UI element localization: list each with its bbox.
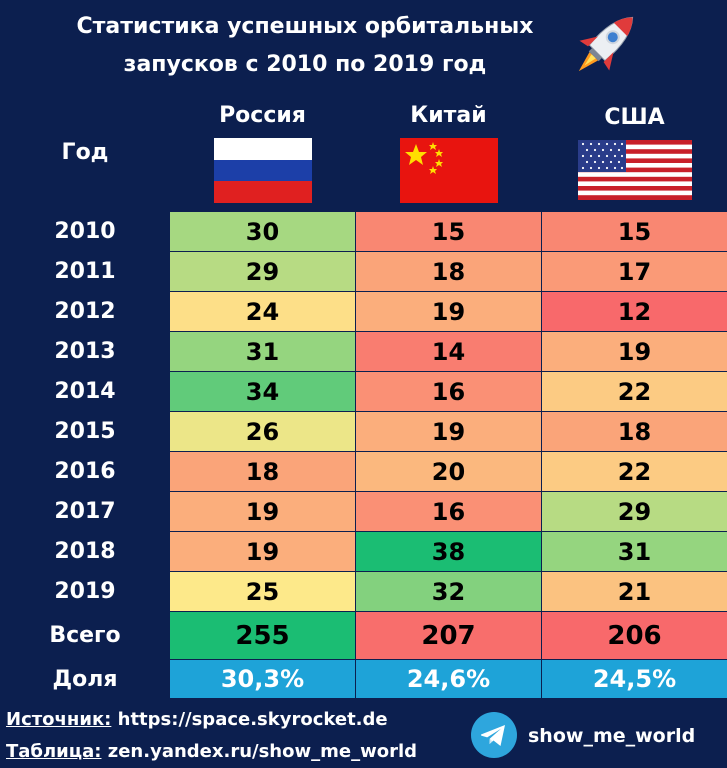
share-cell: 24,6% bbox=[355, 659, 542, 699]
rocket-icon bbox=[578, 16, 634, 72]
russia-flag-icon bbox=[213, 137, 312, 203]
country-name-usa: США bbox=[604, 105, 665, 130]
value-cell: 26 bbox=[169, 411, 356, 452]
value-cell: 19 bbox=[169, 531, 356, 572]
value-cell: 15 bbox=[541, 211, 727, 252]
year-cell: 2018 bbox=[0, 531, 170, 572]
share-cell: 24,5% bbox=[541, 659, 727, 699]
year-cell: 2012 bbox=[0, 291, 170, 332]
title-block: Статистика успешных орбитальных запусков… bbox=[0, 0, 727, 93]
table-row: 2015 26 19 18 bbox=[0, 411, 727, 452]
value-cell: 29 bbox=[541, 491, 727, 532]
year-cell: 2017 bbox=[0, 491, 170, 532]
value-cell: 19 bbox=[541, 331, 727, 372]
table-row: 2016 18 20 22 bbox=[0, 451, 727, 492]
year-cell: 2016 bbox=[0, 451, 170, 492]
value-cell: 17 bbox=[541, 251, 727, 292]
share-cell: 30,3% bbox=[169, 659, 356, 699]
china-flag-icon bbox=[399, 137, 498, 203]
value-cell: 18 bbox=[355, 251, 542, 292]
total-cell: 206 bbox=[541, 611, 727, 660]
value-cell: 21 bbox=[541, 571, 727, 612]
country-header-russia: Россия bbox=[169, 93, 356, 212]
source-key: Источник: bbox=[6, 709, 112, 730]
value-cell: 19 bbox=[169, 491, 356, 532]
value-cell: 16 bbox=[355, 491, 542, 532]
year-cell: 2015 bbox=[0, 411, 170, 452]
value-cell: 38 bbox=[355, 531, 542, 572]
value-cell: 19 bbox=[355, 291, 542, 332]
table-key: Таблица: bbox=[6, 741, 102, 762]
table-row: 2019 25 32 21 bbox=[0, 571, 727, 612]
value-cell: 25 bbox=[169, 571, 356, 612]
country-name-russia: Россия bbox=[219, 102, 306, 128]
year-cell: 2010 bbox=[0, 211, 170, 252]
year-cell: 2011 bbox=[0, 251, 170, 292]
value-cell: 24 bbox=[169, 291, 356, 332]
source-url[interactable]: https://space.skyrocket.de bbox=[111, 709, 388, 730]
table-row: 2012 24 19 12 bbox=[0, 291, 727, 332]
year-cell: 2014 bbox=[0, 371, 170, 412]
value-cell: 18 bbox=[541, 411, 727, 452]
table-row: 2014 34 16 22 bbox=[0, 371, 727, 412]
chart-title-line-1: Статистика успешных орбитальных bbox=[76, 14, 534, 39]
table-row: 2013 31 14 19 bbox=[0, 331, 727, 372]
value-cell: 34 bbox=[169, 371, 356, 412]
total-row: Всего 255 207 206 bbox=[0, 611, 727, 660]
value-cell: 22 bbox=[541, 371, 727, 412]
total-cell: 255 bbox=[169, 611, 356, 660]
value-cell: 32 bbox=[355, 571, 542, 612]
table-row: 2017 19 16 29 bbox=[0, 491, 727, 532]
launch-table: Год Россия Китай bbox=[0, 93, 727, 699]
usa-flag-icon bbox=[577, 140, 692, 200]
telegram-handle[interactable]: show_me_world bbox=[528, 725, 696, 747]
value-cell: 14 bbox=[355, 331, 542, 372]
table-row: 2011 29 18 17 bbox=[0, 251, 727, 292]
value-cell: 12 bbox=[541, 291, 727, 332]
year-header: Год bbox=[0, 93, 170, 212]
value-cell: 19 bbox=[355, 411, 542, 452]
country-header-china: Китай bbox=[355, 93, 542, 212]
share-row: Доля 30,3% 24,6% 24,5% bbox=[0, 659, 727, 699]
source-line: Источник: https://space.skyrocket.de bbox=[6, 709, 388, 730]
footer: Источник: https://space.skyrocket.de Таб… bbox=[0, 703, 727, 768]
value-cell: 15 bbox=[355, 211, 542, 252]
telegram-icon[interactable] bbox=[470, 711, 518, 759]
value-cell: 16 bbox=[355, 371, 542, 412]
chart-title-line-2: запусков с 2010 по 2019 год bbox=[123, 52, 487, 77]
value-cell: 18 bbox=[169, 451, 356, 492]
table-row: 2010 30 15 15 bbox=[0, 211, 727, 252]
table-url[interactable]: zen.yandex.ru/show_me_world bbox=[101, 741, 418, 762]
table-row: 2018 19 38 31 bbox=[0, 531, 727, 572]
table-body: 2010 30 15 15 2011 29 18 17 2012 24 19 1… bbox=[0, 211, 727, 699]
value-cell: 20 bbox=[355, 451, 542, 492]
value-cell: 31 bbox=[541, 531, 727, 572]
year-cell: 2013 bbox=[0, 331, 170, 372]
total-label: Всего bbox=[0, 611, 170, 660]
value-cell: 22 bbox=[541, 451, 727, 492]
value-cell: 31 bbox=[169, 331, 356, 372]
share-label: Доля bbox=[0, 659, 170, 699]
year-cell: 2019 bbox=[0, 571, 170, 612]
table-credit-line: Таблица: zen.yandex.ru/show_me_world bbox=[6, 741, 417, 762]
total-cell: 207 bbox=[355, 611, 542, 660]
country-name-china: Китай bbox=[410, 102, 487, 128]
value-cell: 29 bbox=[169, 251, 356, 292]
value-cell: 30 bbox=[169, 211, 356, 252]
country-header-usa: США bbox=[541, 93, 727, 212]
